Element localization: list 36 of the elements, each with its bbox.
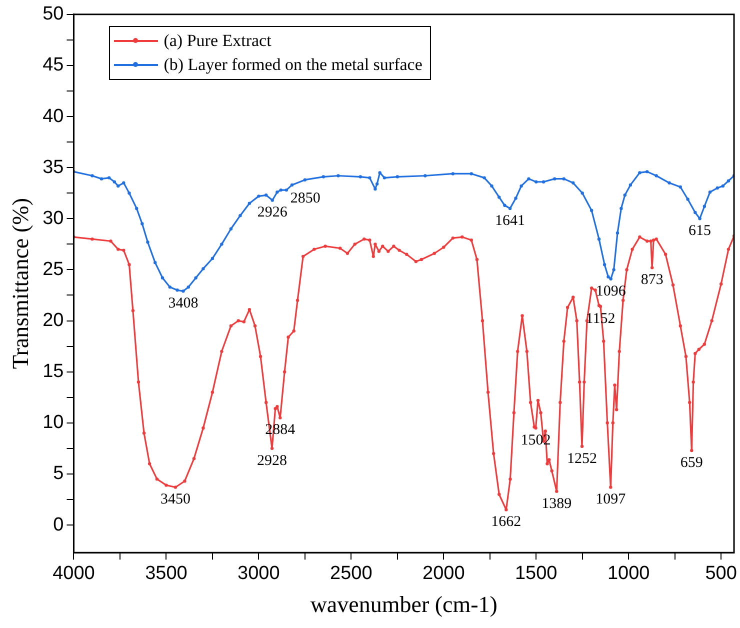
annotation: 1252 bbox=[566, 450, 597, 467]
y-tick-label: 45 bbox=[42, 54, 64, 76]
x-tick-label: 500 bbox=[705, 563, 737, 584]
y-axis-title: Transmittance (%) bbox=[8, 198, 33, 369]
x-tick-label: 1000 bbox=[607, 563, 650, 584]
annotation: 659 bbox=[680, 454, 703, 471]
annotation: 1389 bbox=[542, 496, 572, 512]
y-tick-label: 25 bbox=[42, 258, 64, 280]
y-tick-label: 35 bbox=[42, 156, 64, 178]
annotation: 3450 bbox=[160, 492, 190, 508]
annotation: 1097 bbox=[596, 492, 626, 508]
y-tick-label: 40 bbox=[42, 106, 64, 127]
x-tick-label: 3000 bbox=[238, 563, 280, 584]
x-tick-label: 3500 bbox=[145, 563, 188, 584]
y-tick-label: 50 bbox=[42, 4, 64, 25]
y-tick-label: 10 bbox=[42, 412, 64, 434]
x-axis-title: wavenumber (cm-1) bbox=[310, 592, 498, 618]
y-tick-label: 30 bbox=[42, 208, 64, 229]
x-tick-label: 2000 bbox=[422, 563, 465, 584]
annotation: 2928 bbox=[257, 452, 288, 469]
y-tick-label: 5 bbox=[53, 463, 64, 484]
x-tick-label: 1500 bbox=[514, 563, 558, 584]
y-tick-label: 15 bbox=[42, 361, 64, 382]
annotation: 2850 bbox=[290, 190, 320, 207]
annotation: 615 bbox=[688, 223, 712, 240]
annotation: 2926 bbox=[257, 204, 288, 221]
annotation: 1641 bbox=[495, 212, 526, 229]
annotation: 873 bbox=[640, 272, 664, 288]
x-tick-label: 4000 bbox=[52, 563, 95, 584]
legend-label: (a) Pure Extract bbox=[164, 31, 272, 52]
annotation: 1662 bbox=[491, 514, 522, 530]
annotation: 3408 bbox=[168, 296, 198, 312]
y-tick-label: 20 bbox=[42, 310, 64, 332]
x-tick-label: 2500 bbox=[330, 563, 372, 584]
y-tick-label: 0 bbox=[53, 514, 64, 536]
legend-label: (b) Layer formed on the metal surface bbox=[164, 55, 422, 76]
